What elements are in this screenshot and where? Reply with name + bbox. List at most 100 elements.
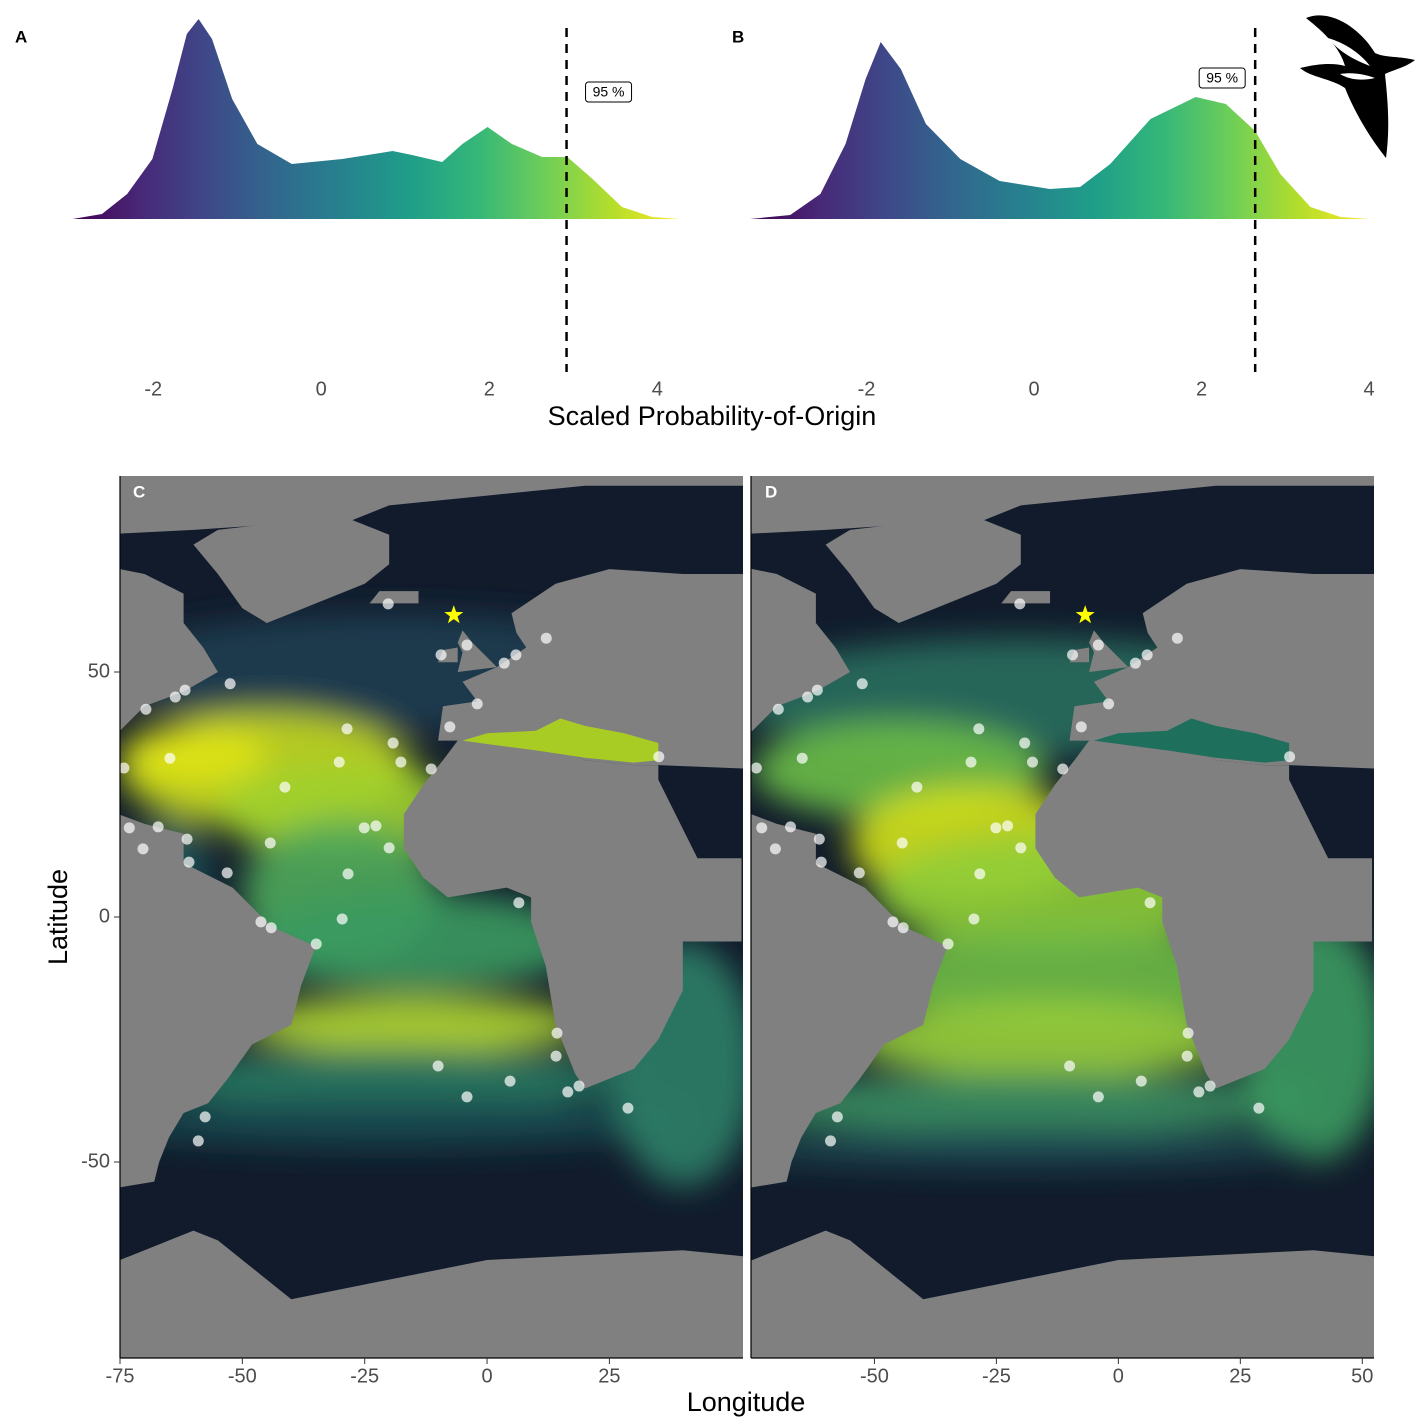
sample-point xyxy=(974,868,985,879)
sample-point xyxy=(510,649,521,660)
sample-point xyxy=(266,922,277,933)
sample-point xyxy=(472,698,483,709)
sample-point xyxy=(1130,658,1141,669)
sample-point xyxy=(184,857,195,868)
sample-point xyxy=(562,1086,573,1097)
sample-point xyxy=(773,704,784,715)
x-tick-label: 2 xyxy=(1196,378,1207,400)
sample-point xyxy=(622,1103,633,1114)
x-tick-label: -2 xyxy=(144,378,162,400)
sample-point xyxy=(1284,751,1295,762)
x-tick-label: 4 xyxy=(652,378,663,400)
sample-point xyxy=(973,723,984,734)
sample-point xyxy=(342,723,353,734)
sample-point xyxy=(384,842,395,853)
x-tick-label: 50 xyxy=(1351,1365,1373,1387)
sample-point xyxy=(395,757,406,768)
sample-point xyxy=(551,1051,562,1062)
sample-point xyxy=(1182,1051,1193,1062)
sample-point xyxy=(814,834,825,845)
sample-point xyxy=(193,1135,204,1146)
sample-point xyxy=(337,913,348,924)
x-tick-label: -75 xyxy=(106,1365,135,1387)
sample-point xyxy=(1015,842,1026,853)
sample-point xyxy=(1027,757,1038,768)
sample-point xyxy=(153,821,164,832)
x-tick-label: 4 xyxy=(1364,378,1375,400)
sample-point xyxy=(436,649,447,660)
x-axis-title: Scaled Probability-of-Origin xyxy=(548,401,877,431)
sample-point xyxy=(1002,820,1013,831)
x-tick-label: 25 xyxy=(1229,1365,1251,1387)
sample-point xyxy=(359,822,370,833)
sample-point xyxy=(461,640,472,651)
sample-point xyxy=(854,867,865,878)
x-tick-label: -25 xyxy=(350,1365,379,1387)
sample-point xyxy=(444,721,455,732)
sample-point xyxy=(1014,598,1025,609)
sample-point xyxy=(513,897,524,908)
x-tick-label: 0 xyxy=(1028,378,1039,400)
quantile-label: 95 % xyxy=(593,84,625,100)
sample-point xyxy=(180,685,191,696)
x-tick-label: 0 xyxy=(316,378,327,400)
sample-point xyxy=(255,916,266,927)
bird-silhouette xyxy=(1300,15,1415,158)
sample-point xyxy=(343,868,354,879)
sample-point xyxy=(574,1081,585,1092)
sample-point xyxy=(461,1091,472,1102)
sample-point xyxy=(911,782,922,793)
sample-point xyxy=(1103,698,1114,709)
sample-point xyxy=(1145,897,1156,908)
sample-point xyxy=(1019,738,1030,749)
x-tick-label: 0 xyxy=(481,1365,492,1387)
sample-point xyxy=(816,857,827,868)
sample-point xyxy=(1093,640,1104,651)
sample-point xyxy=(222,867,233,878)
x-axis-title: Longitude xyxy=(687,1387,806,1417)
panel-label: B xyxy=(732,27,744,46)
sample-point xyxy=(370,820,381,831)
y-tick-label: 50 xyxy=(88,660,110,682)
sample-point xyxy=(968,913,979,924)
sample-point xyxy=(966,757,977,768)
sample-point xyxy=(433,1060,444,1071)
sample-point xyxy=(388,738,399,749)
sample-point xyxy=(887,916,898,927)
sample-point xyxy=(785,821,796,832)
sample-point xyxy=(279,782,290,793)
map-panel xyxy=(728,452,1411,1383)
x-tick-label: -50 xyxy=(860,1365,889,1387)
sample-point xyxy=(334,757,345,768)
sample-point xyxy=(1253,1103,1264,1114)
sample-point xyxy=(1205,1081,1216,1092)
y-axis-title: Latitude xyxy=(43,869,73,965)
sample-point xyxy=(897,838,908,849)
sample-point xyxy=(170,691,181,702)
sample-point xyxy=(505,1076,516,1087)
sample-point xyxy=(825,1135,836,1146)
sample-point xyxy=(1183,1028,1194,1039)
sample-point xyxy=(552,1028,563,1039)
field-blob xyxy=(120,726,267,785)
x-tick-label: -50 xyxy=(228,1365,257,1387)
density-area xyxy=(750,42,1369,219)
sample-point xyxy=(1067,649,1078,660)
x-tick-label: -2 xyxy=(858,378,876,400)
sample-point xyxy=(756,822,767,833)
sample-point xyxy=(1076,721,1087,732)
sample-point xyxy=(1142,649,1153,660)
panel-label: C xyxy=(133,482,145,501)
x-tick-label: 0 xyxy=(1113,1365,1124,1387)
sample-point xyxy=(499,658,510,669)
sample-point xyxy=(812,685,823,696)
sample-point xyxy=(426,764,437,775)
sample-point xyxy=(138,843,149,854)
field-blob xyxy=(728,1128,1313,1167)
sample-point xyxy=(990,822,1001,833)
sample-point xyxy=(1172,633,1183,644)
panel-label: D xyxy=(765,482,777,501)
sample-point xyxy=(857,678,868,689)
sample-point xyxy=(225,678,236,689)
sample-point xyxy=(140,704,151,715)
